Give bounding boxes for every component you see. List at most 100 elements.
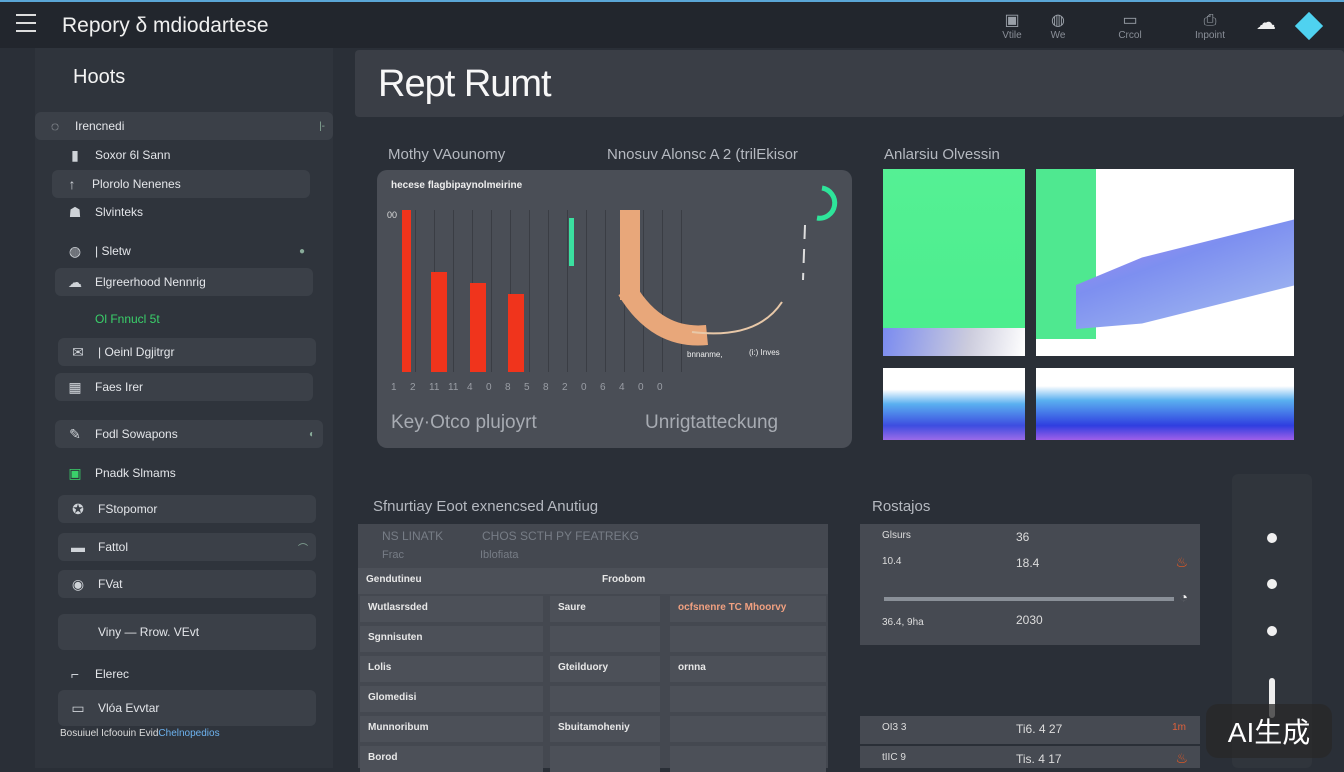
fire-icon: ♨ [1175,554,1188,570]
footer-link[interactable]: Chelnopedios [158,728,220,739]
table-subheader: Iblofiata [480,549,519,561]
table-cell[interactable] [670,686,826,712]
table-cell[interactable] [550,686,660,712]
x-tick-label: 0 [581,382,587,393]
sidebar-item[interactable]: ↑ Plorolo Nenenes [52,170,310,198]
sidebar-item-label: Slvinteks [95,205,144,219]
footer-text: Bosuiuel Icfoouin Evid [60,728,159,739]
table-cell[interactable]: Froobom [602,574,646,585]
rail-star-icon[interactable] [1267,579,1277,589]
progress-track[interactable] [884,597,1174,601]
user-icon: ◌ [50,118,60,134]
sidebar-item[interactable]: ✉ | Oeinl Dgjitrgr [58,338,316,366]
section-title: Nnosuv Alonsc A 2 (trilEkisor [607,146,798,163]
grid-line [662,210,663,372]
result-row[interactable]: 10.4 18.4 ♨ [860,550,1200,585]
tile-icon[interactable]: ▣ Vtile [1002,12,1022,41]
table-cell[interactable]: Glomedisi [360,686,543,712]
table-cell[interactable] [550,626,660,652]
table-cell[interactable] [550,746,660,772]
sidebar-item[interactable]: ▬ Fattol ⌒ [58,533,316,561]
sidebar-item-label: FVat [98,577,123,591]
table-cell[interactable]: Munnoribum [360,716,543,742]
sidebar-item[interactable]: ◍ | Sletw ● [55,237,313,265]
result-row[interactable]: tIIC 9 Tis. 4 17 ♨ [860,746,1200,768]
section-title: Rostajos [872,498,931,515]
sidebar-item[interactable]: Ol Fnnucl 5t [55,305,313,333]
sidebar-item[interactable]: Viny — Rrow. VEvt [58,614,316,650]
gauge-arc-orange [618,284,708,346]
control-icon[interactable]: ▭ Crcol [1118,12,1142,41]
section-title: Sfnurtiay Eoot exnencsed Anutiug [373,498,599,515]
table-header: NS LINATK [382,529,444,543]
bar[interactable] [470,282,486,372]
sidebar-item[interactable]: ▭ Vlóa Evvtar [58,690,316,726]
result-row[interactable]: Glsurs 36 [860,524,1200,550]
watermark: AI生成 [1206,704,1332,758]
table-cell[interactable]: Saure [550,596,660,622]
grid-line [529,210,530,372]
sidebar-item[interactable]: ✪ FStopomor [58,495,316,523]
import-icon[interactable]: ⎙ Inpoint [1194,12,1226,41]
sidebar-item[interactable]: ☁ Elgreerhood Nennrig [55,268,313,296]
sidebar-item[interactable]: ◌ Irencnedi |- [35,112,333,140]
gauge-arc [618,185,838,346]
x-axis: 1 2 11 11 4 0 8 5 8 2 0 6 4 0 0 [391,382,681,396]
table-cell[interactable]: Lolis [360,656,543,682]
table-cell[interactable]: Borod [360,746,543,772]
sidebar-item-label: Fattol [98,540,129,554]
bar[interactable] [508,294,524,372]
web-icon[interactable]: ◍ We [1050,12,1066,41]
result-row[interactable]: OI3 3 Ti6. 4 27 1m [860,716,1200,744]
image-thumbnail[interactable] [1036,368,1294,440]
sidebar-item[interactable]: ✎ Fodl Sowapons ◐ [55,420,323,448]
image-thumbnail[interactable] [883,368,1025,440]
table-cell[interactable]: Sgnnisuten [360,626,543,652]
table-cell[interactable] [670,746,826,772]
table-cell[interactable]: Sbuitamoheniy [550,716,660,742]
x-tick-label: 0 [638,382,644,393]
sidebar-item[interactable]: ⌐ Elerec [55,656,313,692]
grid-line [681,210,682,372]
green-bar[interactable] [569,218,574,267]
rail-dot[interactable] [1267,533,1277,543]
card-icon: ▬ [71,539,85,555]
device-icon: ▮ [71,146,79,163]
image-thumbnail[interactable] [883,169,1025,356]
sidebar-item[interactable]: ☗ Slvinteks [55,198,313,226]
sidebar-item[interactable]: ◉ FVat [58,570,316,598]
result-row[interactable]: 36.4, 9ha 2030 ◔ [860,585,1200,645]
gauge-label: (i:) Inves [749,348,780,357]
table-cell[interactable]: ornna [670,656,826,682]
grid-line [605,210,606,372]
table-cell[interactable]: Gendutineu [358,568,828,594]
result-value: 36 [1016,530,1030,544]
table-cell[interactable]: Wutlasrsded [360,596,543,622]
cloud-icon[interactable]: ☁ [1256,12,1276,34]
table-cell[interactable]: ocfsnenre TC Mhoorvy [670,596,826,622]
fire-icon: ♨ [1175,750,1188,766]
image-thumbnail[interactable] [1036,169,1294,356]
hamburger-menu-icon[interactable] [16,14,36,32]
mail-icon: ✉ [72,343,84,360]
sidebar-item-label: | Sletw [95,244,131,258]
table-cell[interactable]: Gteilduory [550,656,660,682]
grid-line [586,210,587,372]
sidebar-item[interactable]: ▣ Pnadk Slmams [55,459,313,487]
rail-dot[interactable] [1267,626,1277,636]
sidebar-item-label: Elerec [95,667,130,681]
sidebar-item[interactable]: ▮ Soxor 6l Sann [55,141,313,169]
table-cell[interactable] [670,626,826,652]
x-tick-label: 0 [486,382,492,393]
chart-title: hecese flagbipaynolmeirine [391,180,523,191]
gauge-arc-thin [691,301,783,335]
x-tick-label: 1 [391,382,397,393]
sidebar-item[interactable]: ▦ Faes Irer [55,373,313,401]
x-tick-label: 11 [448,382,459,393]
table-cell[interactable] [670,716,826,742]
rail-slider[interactable] [1269,678,1275,718]
sidebar-item-label: Vlóa Evvtar [98,701,160,715]
bar[interactable] [402,210,411,372]
bar[interactable] [431,271,447,372]
x-tick-label: 6 [600,382,606,393]
